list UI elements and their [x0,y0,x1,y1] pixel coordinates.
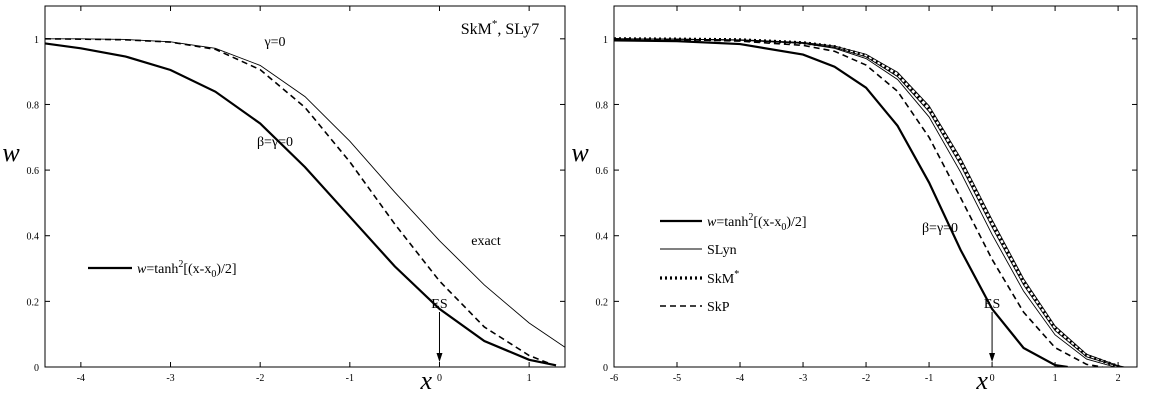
chart-panel-right: -6 -5 -4 -3 -2 -1 0 1 2 0 0.2 0.4 0.6 0.8 1 x w ES β=γ=0 w=… [571,5,1138,394]
series-line-0 [45,42,557,367]
y-tick-label: 1 [603,35,608,46]
series-group [45,38,565,367]
x-tick-label: -3 [166,373,174,384]
y-tick-label: 0.2 [596,297,609,308]
series-line-1 [45,38,552,366]
legend-label-2: SkM* [707,269,739,287]
y-tick-label: 0.6 [596,166,609,177]
x-tick-label: 1 [527,373,532,384]
y-tick-label: 0.4 [27,232,40,243]
gamma-label: γ=0 [263,35,285,50]
legend: w=tanh2[(x-x0)/2] SLyn SkM* SkP [660,212,807,315]
y-tick-label: 0.6 [27,166,40,177]
y-tick-label: 0.4 [596,232,609,243]
y-tick-label: 0.2 [27,297,40,308]
y-tick-label: 0 [34,363,39,374]
x-tick-label: -6 [610,373,618,384]
es-label: ES [984,297,1000,312]
es-arrowhead [436,353,443,362]
x-tick-label: 2 [1116,373,1121,384]
legend-label-3: SkP [707,300,730,315]
x-tick-label: 0 [990,373,995,384]
es-label: ES [431,297,447,312]
x-tick-label: -3 [799,373,807,384]
series-line-5 [614,37,1121,367]
series-line-2 [45,38,565,348]
exact-label: exact [471,234,501,249]
series-line-0 [614,39,1068,367]
x-tick-label: -2 [862,373,870,384]
x-tick-label: -4 [736,373,744,384]
beta-gamma-label: β=γ=0 [922,221,958,236]
x-tick-label: -1 [925,373,933,384]
chart-panel-left: -4 -3 -2 -1 0 1 0 0.2 0.4 0.6 0.8 1 x w ES β=γ=0 γ=0 exac… [2,5,566,394]
series-group [614,37,1125,367]
y-tick-label: 0.8 [596,100,609,111]
legend: w=tanh2[(x-x0)/2] [88,259,237,280]
x-tick-label: 1 [1053,373,1058,384]
x-tick-label: -4 [77,373,85,384]
x-tick-label: -5 [673,373,681,384]
plot-frame [613,5,1138,368]
series-line-2 [614,38,1125,367]
y-tick-label: 0.8 [27,100,40,111]
plot-frame [44,5,566,368]
es-arrowhead [989,353,996,362]
y-tick-label: 1 [34,35,39,46]
x-axis-label: x [975,366,988,394]
corner-label: SkM*, SLy7 [461,18,539,38]
series-line-1 [614,38,1103,367]
x-axis-label: x [419,366,432,394]
legend-label-0: w=tanh2[(x-x0)/2] [137,259,237,280]
legend-label-1: SLyn [707,243,737,258]
y-tick-label: 0 [603,363,608,374]
y-axis-label: w [2,138,20,167]
x-tick-label: 0 [437,373,442,384]
beta-gamma-label: β=γ=0 [257,135,293,150]
x-tick-label: -1 [346,373,354,384]
series-line-4 [614,38,1116,367]
legend-label-0: w=tanh2[(x-x0)/2] [707,212,807,233]
y-axis-label: w [571,138,589,167]
x-tick-label: -2 [256,373,264,384]
